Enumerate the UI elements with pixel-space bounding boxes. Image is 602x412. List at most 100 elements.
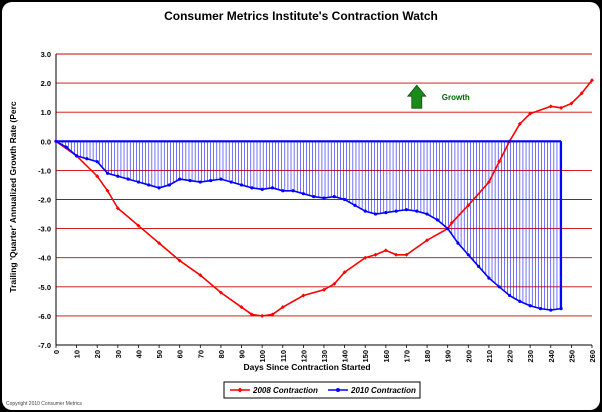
data-point: [322, 196, 326, 200]
data-point: [466, 203, 471, 208]
y-tick-label: -7.0: [38, 341, 51, 350]
data-point: [497, 159, 502, 164]
x-tick-label: 170: [402, 350, 411, 363]
data-point: [518, 299, 522, 303]
data-point: [64, 145, 68, 149]
data-point: [167, 183, 171, 187]
x-tick-label: 20: [93, 350, 102, 358]
series-layer: [54, 78, 594, 318]
x-tick-label: 0: [52, 350, 61, 354]
data-point: [446, 227, 450, 231]
data-point: [219, 177, 223, 181]
data-point: [301, 192, 305, 196]
data-point: [425, 238, 430, 243]
data-point: [281, 189, 285, 193]
data-point: [116, 174, 120, 178]
x-tick-label: 30: [114, 350, 123, 358]
data-point: [95, 160, 99, 164]
data-point: [270, 312, 275, 317]
annotation-text: Growth: [442, 93, 470, 102]
data-point: [363, 209, 367, 213]
y-tick-label: -2.0: [38, 196, 51, 205]
annotation-layer: Growth: [406, 84, 470, 109]
y-axis-label: Trailing 'Quarter' Annualized Growth Rat…: [8, 101, 18, 293]
x-tick-label: 100: [258, 350, 267, 363]
data-point: [291, 189, 295, 193]
data-point: [126, 177, 130, 181]
data-point: [301, 293, 306, 298]
data-point: [590, 78, 594, 83]
data-point: [548, 104, 553, 109]
x-tick-label: 120: [299, 350, 308, 363]
data-point: [188, 178, 192, 183]
legend-marker: [336, 388, 340, 392]
x-tick-label: 200: [464, 350, 473, 363]
copyright-text: Copyright 2010 Consumer Metrics: [6, 401, 82, 407]
x-tick-label: 40: [134, 350, 143, 358]
data-point: [270, 186, 275, 190]
data-point: [209, 178, 213, 183]
data-point: [280, 305, 285, 310]
data-point: [342, 270, 347, 275]
data-point: [198, 273, 203, 278]
data-point: [373, 252, 378, 257]
legend-entry: 2008 Contraction: [252, 386, 318, 395]
x-tick-label: 160: [382, 350, 391, 363]
data-point: [229, 180, 233, 184]
data-point: [449, 220, 454, 225]
data-point: [507, 293, 512, 298]
y-tick-label: 0.0: [41, 137, 51, 146]
data-point: [404, 252, 409, 257]
data-point: [312, 194, 316, 199]
data-point: [75, 154, 79, 158]
data-point: [85, 157, 89, 161]
data-point: [415, 209, 419, 213]
data-point: [404, 208, 409, 212]
data-point: [528, 304, 532, 308]
data-point: [517, 121, 522, 126]
data-point: [425, 212, 429, 216]
x-tick-label: 180: [423, 350, 432, 363]
x-tick-label: 50: [155, 350, 164, 358]
data-point: [218, 290, 223, 295]
x-tick-label: 260: [588, 350, 597, 363]
data-point: [105, 188, 110, 193]
data-point: [249, 312, 254, 317]
y-tick-label: -4.0: [38, 254, 51, 263]
data-point: [363, 255, 368, 260]
y-tick-labels: 3.0 2.0 1.0 0.0 -1.0 -2.0 -3.0 -4.0 -5.0 -6.0 -7.0: [38, 50, 51, 350]
data-point: [239, 183, 244, 187]
x-tick-label: 110: [279, 350, 288, 362]
data-point: [394, 209, 398, 213]
legend-box: [223, 381, 421, 399]
y-tick-label: 2.0: [41, 79, 51, 88]
y-tick-label: -5.0: [38, 283, 51, 292]
data-point: [383, 248, 388, 253]
legend-entry: 2010 Contraction: [350, 386, 416, 395]
x-tick-label: 140: [341, 350, 350, 363]
data-point: [466, 253, 470, 257]
data-point: [250, 186, 254, 190]
data-point: [147, 183, 151, 187]
x-tick-label: 150: [361, 350, 370, 363]
y-tick-label: -3.0: [38, 225, 51, 234]
data-point: [477, 264, 481, 269]
data-point: [136, 223, 141, 228]
data-point: [528, 111, 533, 116]
data-point: [569, 101, 574, 106]
data-point: [486, 180, 491, 185]
y-tick-label: 3.0: [41, 50, 51, 59]
series-line-1: [55, 79, 593, 317]
x-tick-label: 70: [196, 350, 205, 358]
y-tick-label: -1.0: [38, 166, 51, 175]
x-tick-label: 240: [547, 350, 556, 363]
x-tick-label: 220: [506, 350, 515, 363]
data-point: [260, 187, 264, 191]
data-point: [353, 203, 357, 207]
x-tick-label: 60: [176, 350, 185, 358]
hatch-fill-area: [58, 141, 561, 311]
data-point: [384, 210, 388, 215]
data-point: [373, 212, 378, 216]
